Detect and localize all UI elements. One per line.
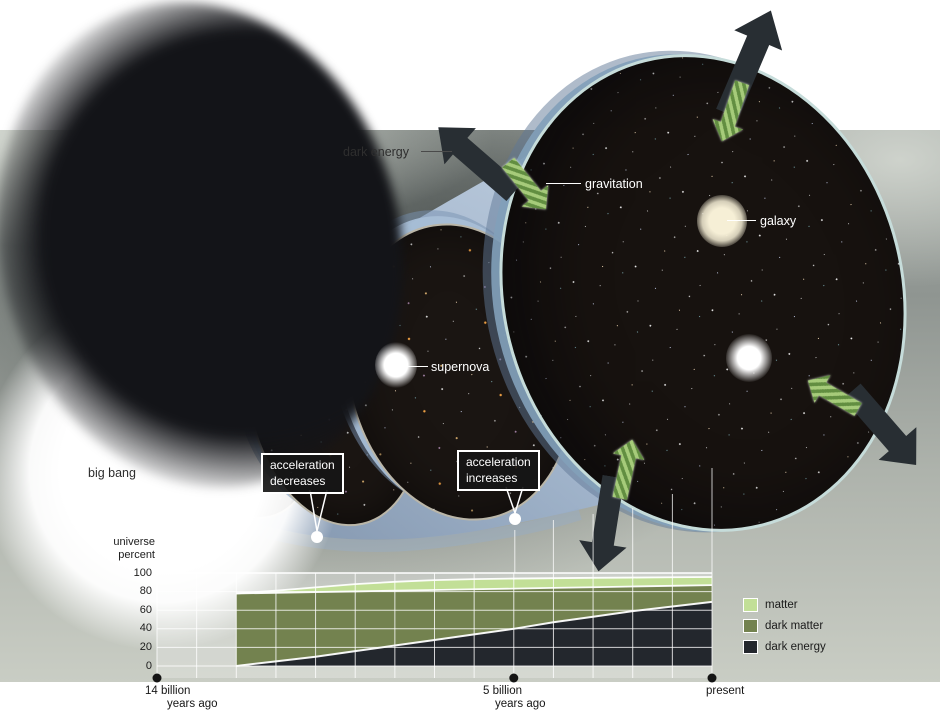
x-axis-label: 5 billion bbox=[483, 685, 522, 697]
y-axis-tick: 0 bbox=[145, 659, 152, 672]
galaxy-blob bbox=[697, 195, 747, 247]
bright-galaxy-blob bbox=[726, 334, 772, 382]
chart-legend: matter dark matter dark energy bbox=[743, 594, 826, 657]
x-axis-label-line2: years ago bbox=[495, 698, 546, 710]
acceleration-increases-callout: acceleration increases bbox=[457, 450, 540, 492]
galaxy-pointer-line bbox=[727, 220, 756, 221]
y-axis-title: universe percent bbox=[60, 536, 155, 561]
callout-line1: acceleration bbox=[466, 455, 531, 469]
matter-swatch-icon bbox=[743, 597, 758, 612]
x-axis-label-line2: years ago bbox=[167, 698, 218, 710]
legend-item-dark-matter: dark matter bbox=[743, 615, 826, 636]
x-axis-label: present bbox=[706, 685, 745, 697]
y-axis-tick: 60 bbox=[139, 603, 152, 616]
y-axis-tick: 40 bbox=[139, 622, 152, 635]
y-axis-title-line2: percent bbox=[118, 548, 155, 561]
dark-matter-swatch-icon bbox=[743, 618, 758, 633]
dark-energy-swatch-icon bbox=[743, 639, 758, 654]
legend-label: matter bbox=[765, 598, 798, 611]
dark-energy-label: dark energy bbox=[343, 145, 410, 159]
gravitation-pointer-line bbox=[546, 183, 581, 184]
legend-label: dark energy bbox=[765, 640, 826, 653]
y-axis-tick: 20 bbox=[139, 640, 152, 653]
x-axis-label: 14 billion bbox=[145, 685, 191, 697]
gravitation-label: gravitation bbox=[585, 177, 643, 191]
supernova-label: supernova bbox=[431, 360, 490, 374]
acceleration-decreases-callout: acceleration decreases bbox=[261, 453, 344, 495]
dark-energy-pointer-line bbox=[421, 151, 452, 152]
y-axis-tick: 100 bbox=[133, 566, 152, 579]
big-bang-label: big bang bbox=[88, 466, 136, 480]
legend-item-dark-energy: dark energy bbox=[743, 636, 826, 657]
callout-line2: decreases bbox=[270, 473, 326, 488]
callout-line1: acceleration bbox=[270, 458, 335, 472]
galaxy-label: galaxy bbox=[760, 214, 797, 228]
callout-line2: increases bbox=[466, 470, 518, 485]
supernova-blob bbox=[375, 342, 417, 388]
legend-item-matter: matter bbox=[743, 594, 826, 615]
y-axis-tick: 80 bbox=[139, 585, 152, 598]
supernova-pointer-line bbox=[399, 366, 428, 367]
y-axis-title-line1: universe bbox=[113, 536, 155, 548]
legend-label: dark matter bbox=[765, 619, 824, 632]
